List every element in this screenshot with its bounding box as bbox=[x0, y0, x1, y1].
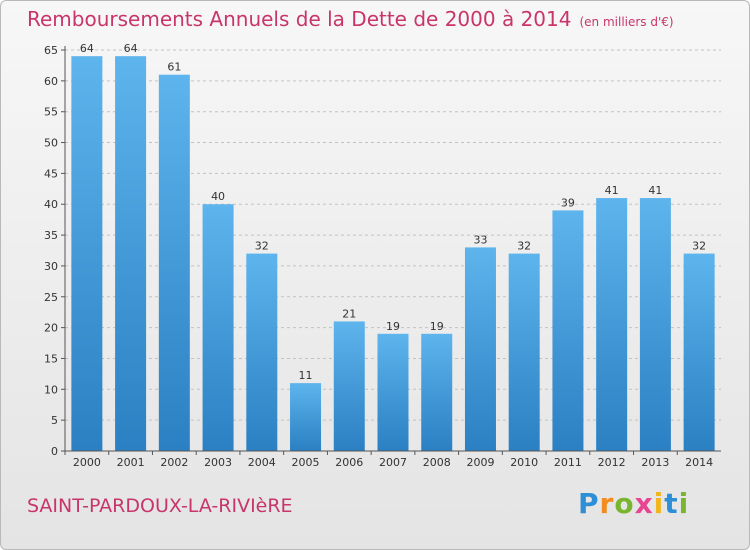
chart-title-text: Remboursements Annuels de la Dette de 20… bbox=[27, 7, 572, 31]
bar-value-label: 19 bbox=[386, 320, 400, 333]
bar-2008 bbox=[421, 333, 453, 451]
logo-letter: P bbox=[578, 487, 600, 520]
bar-2013 bbox=[639, 198, 671, 451]
y-tick-label: 50 bbox=[44, 137, 58, 150]
bar-value-label: 32 bbox=[255, 240, 269, 253]
bar-2007 bbox=[377, 333, 409, 451]
x-tick-label: 2002 bbox=[160, 456, 188, 469]
axes bbox=[61, 46, 721, 455]
labels: 0 5 10 15 20 25 30 35 40 45 50 55 60 65 64 2000 64 2001 61… bbox=[44, 42, 713, 469]
x-tick-label: 2012 bbox=[598, 456, 626, 469]
bar-value-label: 64 bbox=[80, 42, 94, 55]
logo-letter: t bbox=[664, 487, 679, 520]
x-tick-label: 2010 bbox=[510, 456, 538, 469]
x-tick-label: 2001 bbox=[117, 456, 145, 469]
x-tick-label: 2009 bbox=[466, 456, 494, 469]
y-tick-label: 0 bbox=[51, 445, 58, 458]
bar-value-label: 40 bbox=[211, 190, 225, 203]
x-tick-label: 2014 bbox=[685, 456, 713, 469]
bar-2003 bbox=[202, 204, 234, 451]
chart-title: Remboursements Annuels de la Dette de 20… bbox=[27, 7, 674, 31]
y-tick-label: 10 bbox=[44, 383, 58, 396]
y-tick-label: 55 bbox=[44, 106, 58, 119]
x-tick-label: 2005 bbox=[292, 456, 320, 469]
bar-value-label: 32 bbox=[692, 240, 706, 253]
x-tick-label: 2003 bbox=[204, 456, 232, 469]
bar-2004 bbox=[246, 253, 278, 451]
x-tick-label: 2004 bbox=[248, 456, 276, 469]
logo-letter: o bbox=[614, 487, 635, 520]
y-tick-label: 60 bbox=[44, 75, 58, 88]
commune-name: SAINT-PARDOUX-LA-RIVIèRE bbox=[27, 495, 293, 517]
y-tick-label: 30 bbox=[44, 260, 58, 273]
y-tick-label: 45 bbox=[44, 167, 58, 180]
logo-letter: r bbox=[599, 487, 615, 520]
bar-value-label: 41 bbox=[605, 184, 619, 197]
x-tick-label: 2006 bbox=[335, 456, 363, 469]
y-tick-label: 40 bbox=[44, 198, 58, 211]
bar-2000 bbox=[71, 56, 103, 452]
bar-2014 bbox=[683, 253, 715, 451]
y-tick-label: 25 bbox=[44, 291, 58, 304]
bar-2005 bbox=[290, 383, 322, 451]
y-tick-label: 20 bbox=[44, 322, 58, 335]
bar-2011 bbox=[552, 210, 584, 451]
bar-value-label: 19 bbox=[430, 320, 444, 333]
bar-2012 bbox=[596, 198, 628, 451]
x-tick-label: 2007 bbox=[379, 456, 407, 469]
bar-value-label: 61 bbox=[167, 61, 181, 74]
bar-value-label: 11 bbox=[299, 369, 313, 382]
x-tick-label: 2013 bbox=[641, 456, 669, 469]
bar-value-label: 64 bbox=[124, 42, 138, 55]
bar-2001 bbox=[115, 56, 147, 452]
bar-2010 bbox=[508, 253, 540, 451]
logo-letter: i bbox=[678, 487, 690, 520]
logo-letter: x bbox=[634, 487, 654, 520]
bar-value-label: 33 bbox=[473, 233, 487, 246]
y-tick-label: 5 bbox=[51, 414, 58, 427]
logo-letter: i bbox=[653, 487, 665, 520]
bar-value-label: 32 bbox=[517, 240, 531, 253]
bar-2002 bbox=[158, 74, 190, 451]
x-tick-label: 2011 bbox=[554, 456, 582, 469]
bar-value-label: 21 bbox=[342, 307, 356, 320]
proxiti-logo[interactable]: Proxiti bbox=[578, 487, 689, 520]
y-tick-label: 15 bbox=[44, 352, 58, 365]
y-tick-label: 35 bbox=[44, 229, 58, 242]
x-tick-label: 2008 bbox=[423, 456, 451, 469]
y-tick-label: 65 bbox=[44, 44, 58, 57]
bar-2009 bbox=[464, 247, 496, 451]
bar-value-label: 41 bbox=[648, 184, 662, 197]
chart-unit: (en milliers d'€) bbox=[579, 15, 674, 29]
bars bbox=[71, 56, 715, 452]
bar-value-label: 39 bbox=[561, 196, 575, 209]
x-tick-label: 2000 bbox=[73, 456, 101, 469]
bar-2006 bbox=[333, 321, 365, 451]
